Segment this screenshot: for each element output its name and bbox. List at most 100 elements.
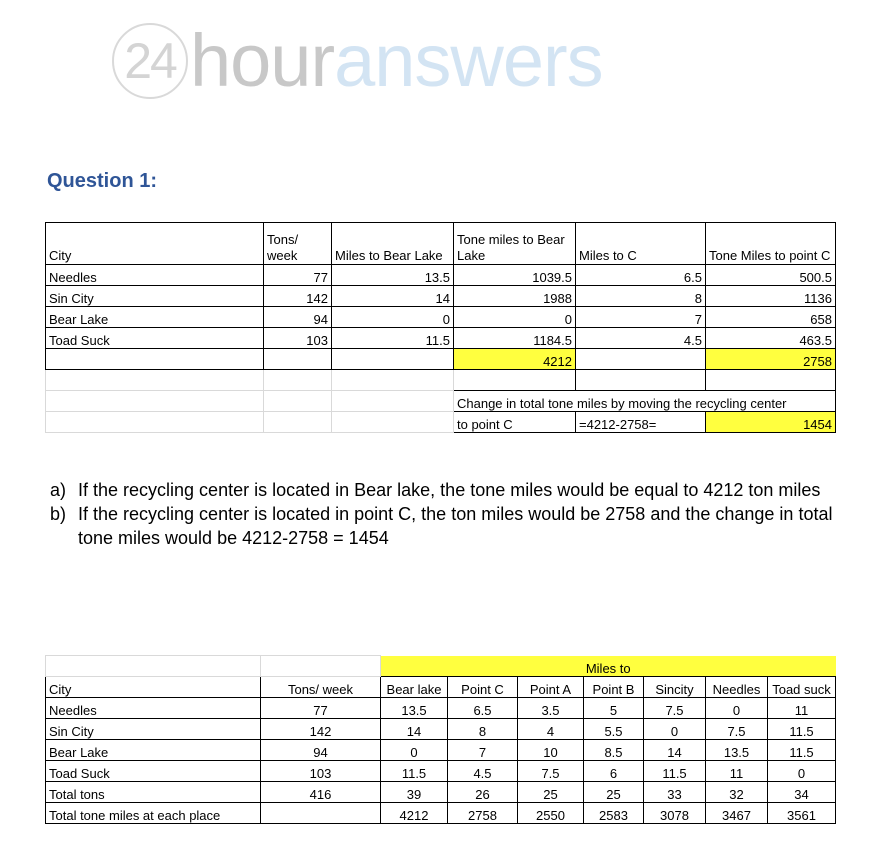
header-cell: Bear lake [380,676,448,698]
table-row: Bear Lake 94 0 0 7 658 [45,306,836,328]
table-cell: 5 [583,697,644,719]
change-row-2: to point C =4212-2758= 1454 [45,411,836,433]
table-cell: 0 [453,306,576,328]
table-cell: 14 [643,739,706,761]
table-row: Total tone miles at each place 4212 2758 25… [45,802,836,824]
table-cell: Bear Lake [45,306,264,328]
total-bear-lake: 4212 [453,348,576,370]
header-cell: Tone miles to Bear Lake [453,222,576,265]
table-cell: Sin City [45,718,261,740]
table-cell: 3078 [643,802,706,824]
table-row: Sin City 142 14 8 4 5.5 0 7.5 11.5 [45,718,836,740]
table-cell [260,802,381,824]
change-label: Change in total tone miles by moving the… [453,390,836,412]
blank-row [45,369,836,391]
table-cell: 11.5 [331,327,454,349]
table-cell: 39 [380,781,448,803]
table-cell: 94 [260,739,381,761]
table-cell: 32 [705,781,768,803]
header-cell: Point A [517,676,584,698]
table-cell: 3467 [705,802,768,824]
table-cell: 11.5 [380,760,448,782]
table-cell: 33 [643,781,706,803]
question-heading: Question 1: [47,170,158,192]
table-cell: 77 [260,697,381,719]
table-cell: Needles [45,697,261,719]
table-row: Bear Lake 94 0 7 10 8.5 14 13.5 11.5 [45,739,836,761]
table-cell: Total tons [45,781,261,803]
table-cell: 25 [583,781,644,803]
group-header-row: Miles to [45,655,836,677]
table-cell: 8.5 [583,739,644,761]
table-cell: 5.5 [583,718,644,740]
table-cell: 34 [767,781,836,803]
table-cell: Toad Suck [45,760,261,782]
answer-b: b) If the recycling center is located in … [50,504,833,548]
logo-answers: answers [334,19,604,102]
table-cell: 8 [447,718,518,740]
table-cell: 11.5 [643,760,706,782]
header-cell: Tone Miles to point C [705,222,836,265]
table-cell: 14 [331,285,454,307]
table-header-row: City Tons/ week Miles to Bear Lake Tone … [45,222,836,265]
table-cell: 11.5 [767,739,836,761]
table-cell: 4212 [380,802,448,824]
table-cell: 4.5 [447,760,518,782]
table-row: Needles 77 13.5 1039.5 6.5 500.5 [45,264,836,286]
header-cell: City [45,222,264,265]
table-row: Sin City 142 14 1988 8 1136 [45,285,836,307]
table-cell: 0 [331,306,454,328]
table-row: Toad Suck 103 11.5 1184.5 4.5 463.5 [45,327,836,349]
table-cell: 4 [517,718,584,740]
table-cell: 13.5 [331,264,454,286]
table-cell: 25 [517,781,584,803]
total-point-c: 2758 [705,348,836,370]
table-cell: 6.5 [575,264,706,286]
table-cell: 4.5 [575,327,706,349]
table-cell: 463.5 [705,327,836,349]
table-cell: 103 [263,327,332,349]
table-cell: 94 [263,306,332,328]
header-cell: Miles to C [575,222,706,265]
table-cell: 1184.5 [453,327,576,349]
table-cell: 7.5 [517,760,584,782]
table-cell: 0 [767,760,836,782]
tone-miles-table: City Tons/ week Miles to Bear Lake Tone … [45,222,836,433]
table-cell: 7 [575,306,706,328]
table-cell: 0 [705,697,768,719]
table-cell: 103 [260,760,381,782]
table-cell: 7 [447,739,518,761]
table-cell: 10 [517,739,584,761]
change-row-1: Change in total tone miles by moving the… [45,390,836,412]
table-cell: 2550 [517,802,584,824]
change-formula: =4212-2758= [575,411,706,433]
table-cell: 8 [575,285,706,307]
table-cell: 500.5 [705,264,836,286]
change-label-2: to point C [453,411,576,433]
table-cell: Sin City [45,285,264,307]
table-cell: 142 [260,718,381,740]
table-row: Total tons 416 39 26 25 25 33 32 34 [45,781,836,803]
table-cell: 7.5 [705,718,768,740]
table-cell: 2583 [583,802,644,824]
answer-list: a) If the recycling center is located in … [50,478,840,550]
table-cell: 13.5 [705,739,768,761]
table-cell: Needles [45,264,264,286]
table-cell: 1136 [705,285,836,307]
table-cell: 1988 [453,285,576,307]
table-cell: 6 [583,760,644,782]
header-cell: City [45,676,261,698]
header-cell: Miles to Bear Lake [331,222,454,265]
table-cell: 6.5 [447,697,518,719]
answer-a: a) If the recycling center is located in … [50,480,821,500]
logo: 24 hour answers [112,18,604,103]
table-cell: 7.5 [643,697,706,719]
table-cell: 11 [767,697,836,719]
table-cell: Bear Lake [45,739,261,761]
table-cell: 77 [263,264,332,286]
table-cell: 1039.5 [453,264,576,286]
table-cell: 3.5 [517,697,584,719]
table-cell: 2758 [447,802,518,824]
table-cell: 14 [380,718,448,740]
